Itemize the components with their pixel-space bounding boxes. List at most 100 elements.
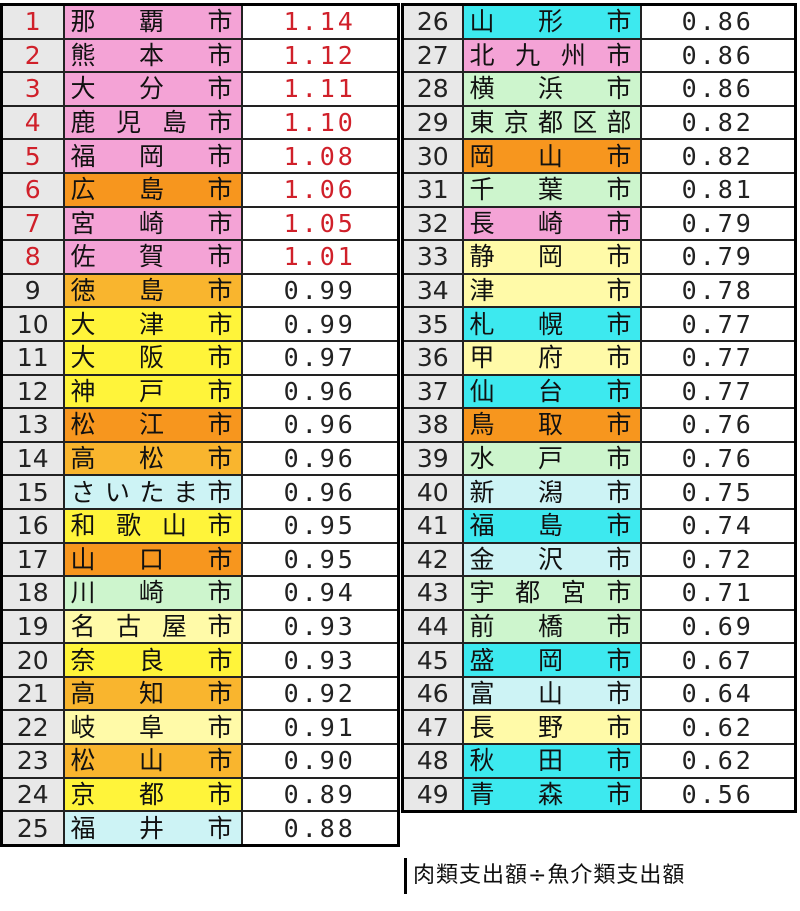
rank-cell: 29 xyxy=(401,104,464,141)
value-cell: 0.81 xyxy=(639,171,797,208)
value-cell: 0.62 xyxy=(639,743,797,779)
city-cell: 那覇市 xyxy=(62,3,243,40)
rank-cell: 15 xyxy=(0,474,65,510)
rank-cell: 31 xyxy=(401,171,464,208)
rank-cell: 24 xyxy=(0,776,65,813)
city-cell: 宇都宮市 xyxy=(461,575,642,611)
value-cell: 0.76 xyxy=(639,407,797,443)
value-cell: 0.82 xyxy=(639,104,797,141)
table-row: 24 京都市 0.89 xyxy=(0,776,400,813)
rank-cell: 25 xyxy=(0,810,65,847)
city-cell: 横浜市 xyxy=(461,71,642,107)
rank-cell: 39 xyxy=(401,440,464,477)
value-cell: 0.67 xyxy=(639,642,797,678)
rank-cell: 44 xyxy=(401,608,464,645)
city-cell: 静岡市 xyxy=(461,239,642,275)
table-row: 14 高松市 0.96 xyxy=(0,440,400,477)
rank-cell: 43 xyxy=(401,575,464,611)
rank-cell: 19 xyxy=(0,608,65,645)
value-cell: 1.10 xyxy=(240,104,400,141)
table-row: 38 鳥取市 0.76 xyxy=(401,407,797,443)
table-row: 22 岐阜市 0.91 xyxy=(0,709,400,746)
city-cell: 秋田市 xyxy=(461,743,642,779)
rank-cell: 48 xyxy=(401,743,464,779)
rank-cell: 40 xyxy=(401,474,464,510)
rank-cell: 32 xyxy=(401,205,464,242)
city-cell: 千葉市 xyxy=(461,171,642,208)
table-row: 35 札幌市 0.77 xyxy=(401,306,797,342)
ranking-table-left: 1 那覇市 1.14 2 熊本市 1.12 3 大分市 1.11 4 鹿児島市 1.10 5 福岡市 1.0… xyxy=(0,3,400,847)
city-cell: 北九州市 xyxy=(461,37,642,74)
table-row: 17 山口市 0.95 xyxy=(0,541,400,578)
rank-cell: 7 xyxy=(0,205,65,242)
ranking-table-right: 26 山形市 0.86 27 北九州市 0.86 28 横浜市 0.86 29 東京都区部 0.82 3… xyxy=(401,3,797,814)
rank-cell: 22 xyxy=(0,709,65,746)
value-cell: 0.76 xyxy=(639,440,797,477)
rank-cell: 9 xyxy=(0,272,65,309)
table-row: 10 大津市 0.99 xyxy=(0,306,400,342)
rank-cell: 20 xyxy=(0,642,65,678)
value-cell: 0.86 xyxy=(639,37,797,74)
table-row: 49 青森市 0.56 xyxy=(401,776,797,813)
city-cell: 高松市 xyxy=(62,440,243,477)
city-cell: 大津市 xyxy=(62,306,243,342)
city-cell: 和歌山市 xyxy=(62,507,243,544)
city-cell: 新潟市 xyxy=(461,474,642,510)
footnote: 肉類支出額÷魚介類支出額 xyxy=(404,858,800,894)
rank-cell: 4 xyxy=(0,104,65,141)
table-row: 7 宮崎市 1.05 xyxy=(0,205,400,242)
rank-cell: 35 xyxy=(401,306,464,342)
city-cell: 熊本市 xyxy=(62,37,243,74)
table-row: 18 川崎市 0.94 xyxy=(0,575,400,611)
table-row: 25 福井市 0.88 xyxy=(0,810,400,847)
rank-cell: 34 xyxy=(401,272,464,309)
value-cell: 0.91 xyxy=(240,709,400,746)
value-cell: 1.08 xyxy=(240,138,400,174)
ranking-body-right: 26 山形市 0.86 27 北九州市 0.86 28 横浜市 0.86 29 東京都区部 0.82 3… xyxy=(401,3,797,813)
table-row: 33 静岡市 0.79 xyxy=(401,239,797,275)
table-row: 37 仙台市 0.77 xyxy=(401,373,797,410)
value-cell: 0.99 xyxy=(240,306,400,342)
rank-cell: 8 xyxy=(0,239,65,275)
table-row: 13 松江市 0.96 xyxy=(0,407,400,443)
city-cell: 水戸市 xyxy=(461,440,642,477)
rank-cell: 47 xyxy=(401,709,464,746)
city-cell: 金沢市 xyxy=(461,541,642,578)
city-cell: 大阪市 xyxy=(62,339,243,376)
city-cell: 東京都区部 xyxy=(461,104,642,141)
table-row: 23 松山市 0.90 xyxy=(0,743,400,779)
value-cell: 0.94 xyxy=(240,575,400,611)
city-cell: 大分市 xyxy=(62,71,243,107)
city-cell: 神戸市 xyxy=(62,373,243,410)
rank-cell: 1 xyxy=(0,3,65,40)
rank-cell: 23 xyxy=(0,743,65,779)
rank-cell: 13 xyxy=(0,407,65,443)
rank-cell: 6 xyxy=(0,171,65,208)
table-row: 41 福島市 0.74 xyxy=(401,507,797,544)
rank-cell: 16 xyxy=(0,507,65,544)
value-cell: 1.12 xyxy=(240,37,400,74)
value-cell: 0.93 xyxy=(240,608,400,645)
city-cell: 鳥取市 xyxy=(461,407,642,443)
rank-cell: 33 xyxy=(401,239,464,275)
value-cell: 1.06 xyxy=(240,171,400,208)
value-cell: 0.95 xyxy=(240,507,400,544)
value-cell: 0.96 xyxy=(240,373,400,410)
value-cell: 1.14 xyxy=(240,3,400,40)
table-row: 28 横浜市 0.86 xyxy=(401,71,797,107)
city-cell: 津 市 xyxy=(461,272,642,309)
table-row: 1 那覇市 1.14 xyxy=(0,3,400,40)
rank-cell: 11 xyxy=(0,339,65,376)
table-row: 46 富山市 0.64 xyxy=(401,675,797,712)
value-cell: 0.82 xyxy=(639,138,797,174)
rank-cell: 46 xyxy=(401,675,464,712)
city-cell: 青森市 xyxy=(461,776,642,813)
table-row: 36 甲府市 0.77 xyxy=(401,339,797,376)
value-cell: 0.74 xyxy=(639,507,797,544)
table-row: 19 名古屋市 0.93 xyxy=(0,608,400,645)
city-cell: 長野市 xyxy=(461,709,642,746)
city-cell: 甲府市 xyxy=(461,339,642,376)
city-cell: 岡山市 xyxy=(461,138,642,174)
city-cell: 札幌市 xyxy=(461,306,642,342)
rank-cell: 3 xyxy=(0,71,65,107)
